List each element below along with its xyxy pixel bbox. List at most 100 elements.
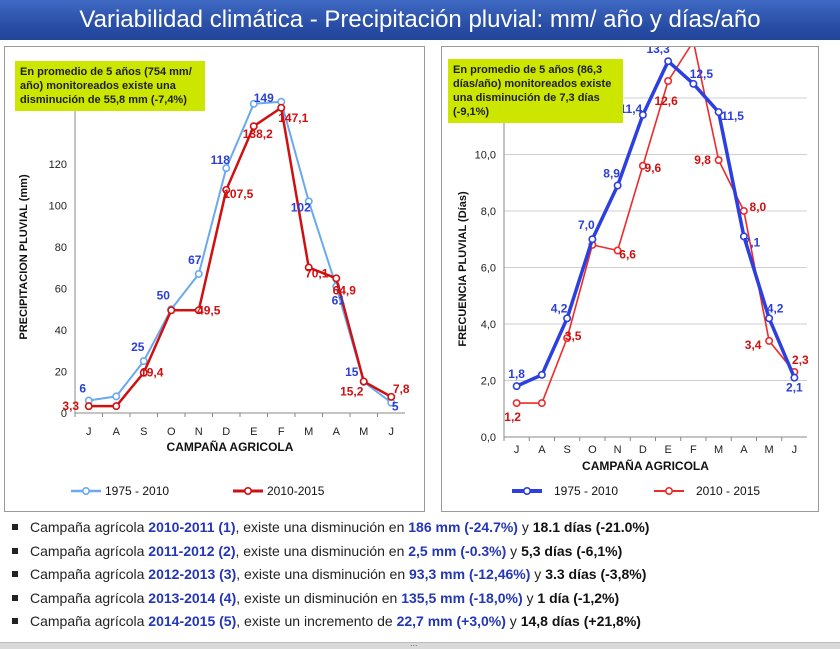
summary-item: Campaña agrícola 2010-2011 (1), existe u… xyxy=(8,516,828,540)
data-label: 9,8 xyxy=(694,153,711,167)
x-tick-label: M xyxy=(765,444,774,456)
data-point xyxy=(277,103,286,112)
data-point xyxy=(387,392,396,401)
data-label: 25 xyxy=(131,340,145,354)
data-label: 6,6 xyxy=(619,248,636,262)
data-point xyxy=(222,164,231,173)
precipitation-chart: 0 20 40 60 80 100 120 J A S O N D E F M A M J CAMPAÑA AGRIC… xyxy=(18,79,410,498)
data-point xyxy=(613,181,622,190)
data-point xyxy=(790,373,799,382)
data-label: 4,2 xyxy=(767,301,784,315)
legend-marker xyxy=(244,486,253,495)
legend-marker xyxy=(665,486,674,495)
summary-item: Campaña agrícola 2013-2014 (4), existe u… xyxy=(8,587,828,611)
summary-item: Campaña agrícola 2014-2015 (5), existe u… xyxy=(8,610,828,634)
data-point xyxy=(689,79,698,88)
data-label: 64,9 xyxy=(333,283,357,297)
data-label: 5 xyxy=(392,400,399,414)
data-label: 7,1 xyxy=(744,235,761,249)
data-label: 147,1 xyxy=(278,111,308,125)
x-tick-label: N xyxy=(195,426,203,438)
data-point xyxy=(563,334,572,343)
data-point xyxy=(304,197,313,206)
legend-label: 1975 - 2010 xyxy=(554,484,618,498)
y-tick-label: 10,0 xyxy=(475,149,496,161)
data-label: 50 xyxy=(157,288,171,302)
legend-marker xyxy=(523,486,532,495)
data-label: 11,5 xyxy=(721,109,744,123)
data-point xyxy=(112,402,121,411)
bullet-icon xyxy=(12,618,18,625)
data-label: 7,0 xyxy=(578,218,595,232)
data-point xyxy=(613,246,622,255)
y-tick-label: 0,0 xyxy=(481,432,496,444)
data-point xyxy=(739,206,748,215)
bullet-icon xyxy=(12,524,18,531)
data-label: 138,2 xyxy=(243,127,273,141)
data-point xyxy=(765,314,774,323)
data-point xyxy=(537,370,546,379)
data-point xyxy=(765,336,774,345)
x-tick-label: D xyxy=(639,444,647,456)
x-tick-label: F xyxy=(278,426,285,438)
data-label: 9,6 xyxy=(645,161,662,175)
x-tick-label: S xyxy=(563,444,570,456)
data-label: 107,5 xyxy=(223,187,253,201)
precipitation-chart-panel: 0 20 40 60 80 100 120 J A S O N D E F M A M J CAMPAÑA AGRIC… xyxy=(4,46,425,512)
x-tick-label: J xyxy=(514,444,520,456)
data-label: 70,1 xyxy=(305,267,329,281)
series-line-2 xyxy=(88,106,392,408)
x-tick-label: J xyxy=(86,426,92,438)
x-tick-label: N xyxy=(614,444,622,456)
y-tick-label: 40 xyxy=(55,325,67,337)
data-point xyxy=(304,263,313,272)
x-tick-label: A xyxy=(538,444,546,456)
legend-label: 2010 - 2015 xyxy=(696,484,760,498)
window-scrollbar[interactable] xyxy=(0,642,840,649)
data-label: 61 xyxy=(332,293,346,307)
bullet-icon xyxy=(12,547,18,554)
chart-note: En promedio de 5 años (754 mm/ año) moni… xyxy=(15,61,205,111)
data-label: 49,5 xyxy=(197,303,221,317)
y-tick-label: 8,0 xyxy=(481,206,496,218)
data-label: 102 xyxy=(291,200,311,214)
data-label: 15,2 xyxy=(340,384,364,398)
data-label: 2,3 xyxy=(792,353,809,367)
data-point xyxy=(194,306,203,315)
data-point xyxy=(139,368,148,377)
data-point xyxy=(332,274,341,283)
data-point xyxy=(537,399,546,408)
data-label: 13,3 xyxy=(646,47,670,56)
data-label: 12,5 xyxy=(690,67,714,81)
x-tick-label: M xyxy=(359,426,368,438)
legend-marker xyxy=(82,486,91,495)
x-tick-label: M xyxy=(304,426,313,438)
data-label: 15 xyxy=(345,365,359,379)
y-axis-title: FRECUENCIA PLUVIAL (Días) xyxy=(457,191,469,347)
data-label: 4,2 xyxy=(551,301,568,315)
x-tick-label: E xyxy=(250,426,257,438)
data-label: 149 xyxy=(254,91,274,105)
data-label: 3,4 xyxy=(745,338,762,352)
x-axis-title: CAMPAÑA AGRICOLA xyxy=(167,439,294,454)
y-tick-label: 6,0 xyxy=(481,262,496,274)
data-point xyxy=(563,314,572,323)
data-label: 8,0 xyxy=(750,200,767,214)
data-point xyxy=(249,122,258,131)
data-point xyxy=(222,185,231,194)
x-tick-label: M xyxy=(714,444,723,456)
summary-item: Campaña agrícola 2011-2012 (2), existe u… xyxy=(8,540,828,564)
data-point xyxy=(739,232,748,241)
data-label: 3,5 xyxy=(565,329,582,343)
data-label: 19,4 xyxy=(140,366,164,380)
data-point xyxy=(714,108,723,117)
data-label: 12,6 xyxy=(654,94,678,108)
bullet-icon xyxy=(12,594,18,601)
data-point xyxy=(167,306,176,315)
title-banner: Variabilidad climática - Precipitación p… xyxy=(0,0,840,40)
y-tick-label: 4,0 xyxy=(481,319,496,331)
scrollbar-grip[interactable]: ... xyxy=(410,638,418,648)
campaign-summary-list: Campaña agrícola 2010-2011 (1), existe u… xyxy=(8,516,828,634)
y-tick-label: 120 xyxy=(49,159,67,171)
data-point xyxy=(664,57,673,66)
